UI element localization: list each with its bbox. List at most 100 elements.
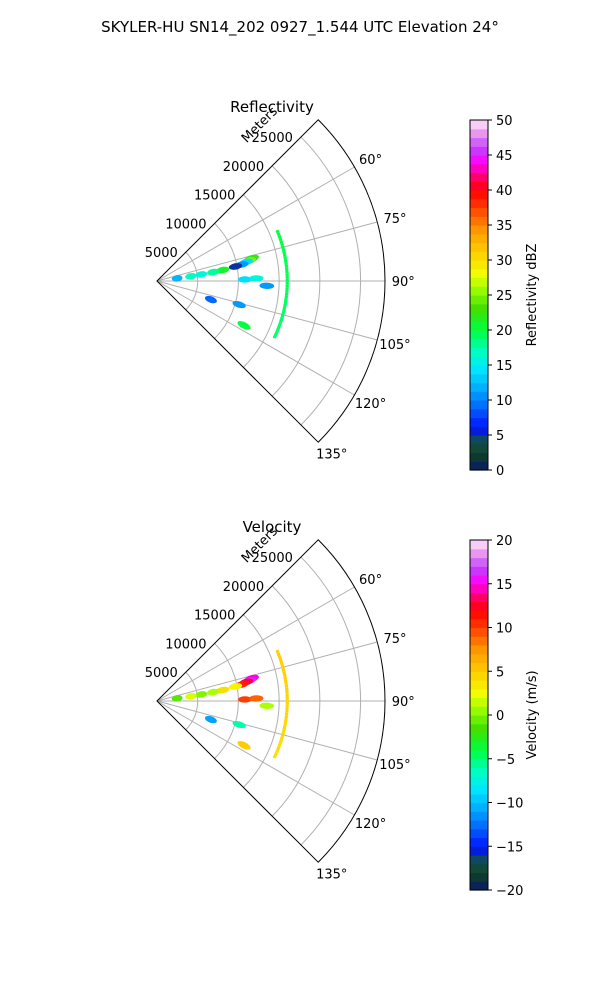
- arc-echo-segment: [283, 249, 284, 252]
- colorbar-band: [470, 689, 488, 698]
- arc-echo-segment: [285, 724, 286, 727]
- range-tick-label: 20000: [223, 160, 264, 175]
- colorbar-band: [470, 645, 488, 654]
- colorbar-band: [470, 199, 488, 208]
- arc-echo-segment: [277, 650, 278, 653]
- colorbar-band: [470, 785, 488, 794]
- colorbar-band: [470, 680, 488, 689]
- colorbar-tick-label: 35: [496, 219, 513, 234]
- arc-echo-segment: [284, 254, 285, 257]
- colorbar-band: [470, 881, 488, 890]
- arc-echo-segment: [282, 663, 283, 666]
- arc-echo-segment: [279, 325, 280, 328]
- colorbar-band: [470, 304, 488, 313]
- colorbar-band: [470, 129, 488, 138]
- arc-echo-segment: [284, 727, 285, 730]
- colorbar-band: [470, 146, 488, 155]
- arc-echo-segment: [283, 669, 284, 672]
- arc-echo-segment: [284, 309, 285, 312]
- colorbar-band: [470, 190, 488, 199]
- colorbar-tick-label: 15: [496, 578, 513, 593]
- range-tick-label: 5000: [145, 666, 178, 681]
- colorbar-tick-label: 50: [496, 114, 513, 129]
- arc-echo-segment: [281, 241, 282, 244]
- colorbar-band: [470, 794, 488, 803]
- colorbar-tick-label: −15: [496, 840, 523, 855]
- colorbar-band: [470, 243, 488, 252]
- arc-echo-segment: [278, 328, 279, 331]
- azimuth-tick-label: 105°: [379, 338, 410, 353]
- colorbar-tick-label: 20: [496, 324, 513, 339]
- colorbar-band: [470, 566, 488, 575]
- colorbar-tick-label: 10: [496, 394, 513, 409]
- colorbar-band: [470, 234, 488, 243]
- colorbar-band: [470, 610, 488, 619]
- arc-echo-segment: [284, 307, 285, 310]
- colorbar-tick-label: −5: [496, 753, 515, 768]
- reflectivity-polar-plot: 500010000150002000025000Meters60°75°90°1…: [145, 104, 415, 463]
- range-tick-label: 10000: [165, 637, 206, 652]
- colorbar-band: [470, 383, 488, 392]
- azimuth-tick-label: 60°: [359, 573, 382, 588]
- colorbar-band: [470, 348, 488, 357]
- arc-echo-segment: [282, 666, 283, 669]
- echo-gate: [236, 739, 252, 751]
- arc-echo-segment: [281, 661, 282, 664]
- colorbar-tick-label: −20: [496, 884, 523, 899]
- colorbar-band: [470, 593, 488, 602]
- arc-echo-segment: [283, 732, 284, 735]
- colorbar-band: [470, 759, 488, 768]
- colorbar-band: [470, 313, 488, 322]
- colorbar-tick-label: 20: [496, 534, 513, 549]
- colorbar-tick-label: 5: [496, 665, 504, 680]
- colorbar-band: [470, 321, 488, 330]
- colorbar-band: [470, 698, 488, 707]
- colorbar-band: [470, 339, 488, 348]
- colorbar-band: [470, 155, 488, 164]
- colorbar-band: [470, 829, 488, 838]
- arc-echo-segment: [280, 740, 281, 743]
- azimuth-gridline: [157, 281, 354, 395]
- colorbar-tick-label: 40: [496, 184, 513, 199]
- colorbar-band: [470, 549, 488, 558]
- azimuth-tick-label: 120°: [355, 817, 386, 832]
- arc-echo-segment: [280, 238, 281, 241]
- colorbar-band: [470, 628, 488, 637]
- arc-echo-segment: [279, 235, 280, 238]
- arc-echo-segment: [281, 737, 282, 740]
- range-tick-label: 15000: [194, 189, 235, 204]
- colorbar-band: [470, 724, 488, 733]
- echo-gate: [204, 295, 218, 305]
- colorbar-band: [470, 461, 488, 470]
- echo-gate: [236, 319, 252, 331]
- arc-echo-segment: [279, 655, 280, 658]
- colorbar-band: [470, 453, 488, 462]
- velocity-panel: Velocity 500010000150002000025000Meters6…: [145, 518, 540, 899]
- colorbar-band: [470, 426, 488, 435]
- arc-echo-segment: [284, 729, 285, 732]
- arc-echo-segment: [274, 336, 275, 339]
- range-tick-label: 20000: [223, 580, 264, 595]
- colorbar-band: [470, 776, 488, 785]
- azimuth-tick-label: 60°: [359, 153, 382, 168]
- arc-echo-segment: [280, 323, 281, 326]
- arc-echo-segment: [278, 748, 279, 751]
- colorbar-band: [470, 671, 488, 680]
- colorbar-band: [470, 164, 488, 173]
- echo-gate: [259, 702, 274, 709]
- arc-echo-segment: [280, 658, 281, 661]
- arc-echo-segment: [279, 745, 280, 748]
- colorbar-band: [470, 741, 488, 750]
- colorbar-band: [470, 418, 488, 427]
- arc-echo-segment: [282, 246, 283, 249]
- echo-gate: [259, 282, 274, 289]
- colorbar-band: [470, 286, 488, 295]
- colorbar-band: [470, 820, 488, 829]
- colorbar-band: [470, 391, 488, 400]
- colorbar-band: [470, 864, 488, 873]
- arc-echo-segment: [276, 750, 277, 753]
- azimuth-gridline: [157, 701, 377, 760]
